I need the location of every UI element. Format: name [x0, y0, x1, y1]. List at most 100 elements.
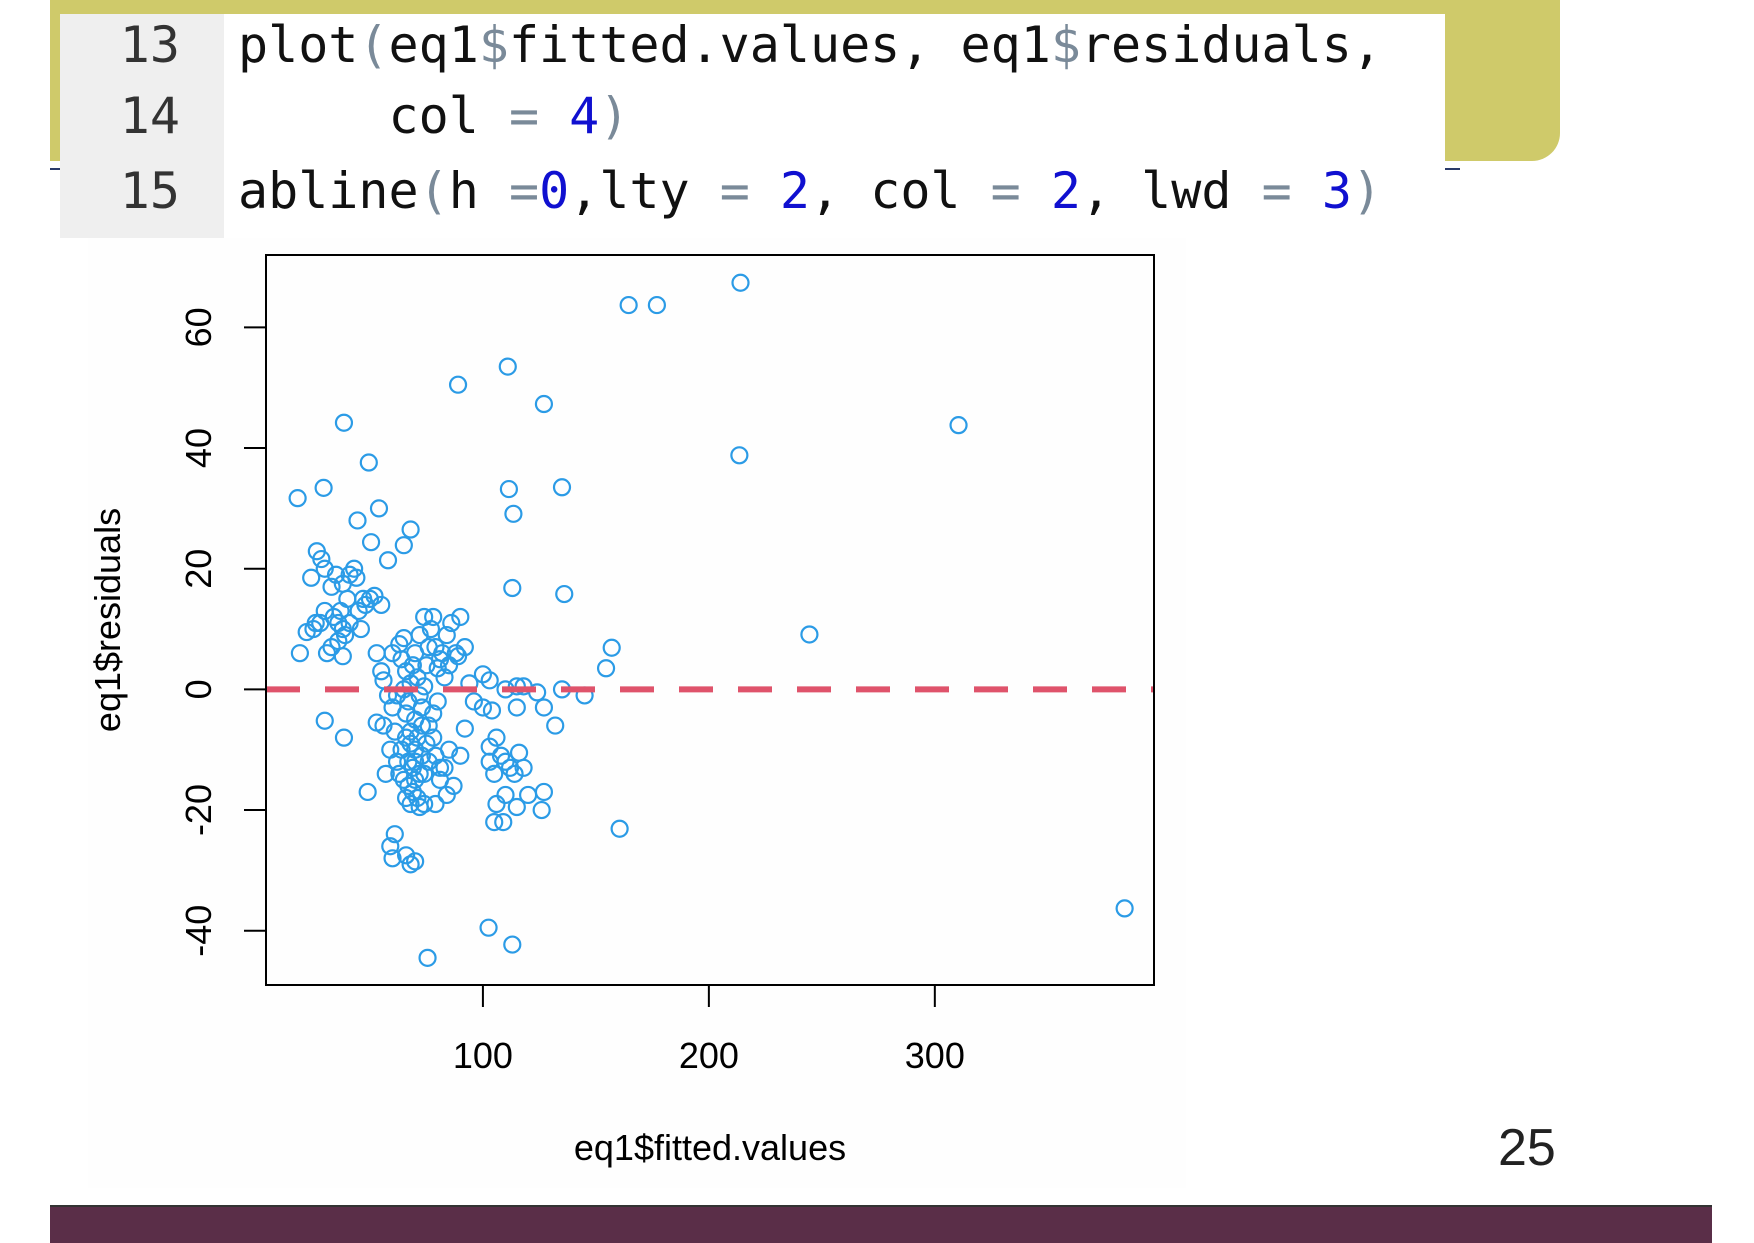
code-token: ,lty: [569, 162, 720, 220]
code-line: col = 4): [238, 87, 630, 145]
data-point: [555, 584, 574, 604]
data-point: [406, 770, 425, 789]
data-point: [534, 394, 554, 414]
data-point: [446, 644, 465, 663]
code-token: 2: [779, 162, 811, 220]
data-point: [410, 625, 429, 645]
data-point: [507, 797, 526, 817]
data-point: [348, 511, 367, 530]
data-point: [376, 764, 395, 783]
data-point: [503, 935, 522, 954]
data-point: [534, 698, 554, 717]
code-token: (: [358, 16, 389, 74]
code-token: plot: [238, 16, 359, 74]
data-point: [315, 711, 334, 730]
data-point: [369, 499, 389, 518]
data-point: [464, 692, 483, 711]
code-token: fitted.values, eq1: [508, 16, 1051, 74]
code-token: col: [238, 87, 509, 145]
data-point: [358, 782, 377, 802]
y-axis-label: eq1$residuals: [87, 508, 128, 732]
data-point: [534, 782, 554, 802]
data-point: [451, 746, 470, 765]
code-token: 4: [569, 87, 600, 145]
data-point: [347, 568, 366, 587]
data-point: [383, 849, 402, 868]
data-point: [408, 668, 427, 687]
code-token: $: [478, 16, 509, 74]
data-point: [314, 478, 333, 497]
data-point: [340, 613, 359, 633]
x-tick-label: 200: [679, 1035, 739, 1076]
code-token: 0: [539, 162, 570, 220]
data-point: [455, 638, 474, 657]
y-tick-label: 20: [178, 549, 219, 589]
data-point: [312, 549, 331, 569]
data-point: [372, 595, 391, 615]
code-token: =: [508, 87, 540, 145]
data-point: [415, 677, 434, 696]
data-point: [374, 671, 393, 690]
data-point: [498, 357, 517, 376]
data-point: [396, 704, 416, 723]
data-point: [396, 846, 416, 865]
data-point: [439, 740, 459, 759]
data-point: [485, 813, 504, 832]
data-point: [412, 716, 432, 735]
data-point: [401, 794, 420, 814]
y-tick-label: 0: [178, 679, 219, 699]
data-point: [473, 698, 493, 717]
data-point: [415, 794, 434, 814]
code-token: h: [448, 162, 509, 220]
data-point: [315, 559, 334, 578]
data-point: [415, 764, 434, 783]
data-point: [424, 728, 443, 747]
line-number-gutter: 13 14 15: [60, 14, 224, 238]
code-token: residuals,: [1080, 16, 1382, 74]
code-token: =: [508, 162, 540, 220]
data-point: [505, 764, 524, 783]
data-point: [528, 683, 547, 702]
data-point: [315, 601, 334, 621]
data-point: [442, 613, 461, 633]
code-token: =: [719, 162, 750, 220]
data-point: [428, 692, 447, 711]
data-point: [480, 752, 499, 771]
data-point: [419, 716, 438, 735]
data-point: [302, 568, 321, 587]
data-point: [367, 644, 386, 663]
code-token: (: [418, 162, 449, 220]
footer-bar: [50, 1205, 1712, 1243]
data-point: [437, 625, 456, 645]
code-token: =: [1261, 162, 1292, 220]
data-point: [351, 619, 371, 639]
line-number: 15: [119, 162, 180, 220]
page-number: 25: [1498, 1119, 1556, 1177]
data-point: [435, 668, 454, 687]
code-line: abline(h =0,lty = 2, col = 2, lwd = 3): [238, 162, 1382, 220]
data-point: [1115, 899, 1134, 918]
data-point: [519, 785, 538, 805]
data-point: [507, 698, 526, 717]
data-point: [381, 837, 400, 856]
code-token: eq1: [388, 16, 479, 74]
data-point: [383, 644, 402, 663]
data-point: [509, 743, 529, 762]
data-point: [610, 819, 629, 838]
data-point: [415, 607, 434, 627]
data-point: [385, 722, 404, 741]
code-line: plot(eq1$fitted.values, eq1$residuals,: [238, 16, 1382, 74]
data-point: [406, 852, 425, 871]
y-tick-label: 40: [178, 428, 219, 468]
data-point: [401, 520, 420, 539]
code-token: abline: [238, 162, 419, 220]
data-point: [326, 565, 346, 584]
data-point: [730, 446, 749, 465]
data-point: [494, 813, 513, 832]
data-point: [372, 662, 391, 681]
data-point: [401, 855, 420, 874]
data-point: [306, 613, 325, 633]
data-point: [360, 589, 380, 608]
data-point: [480, 671, 499, 690]
